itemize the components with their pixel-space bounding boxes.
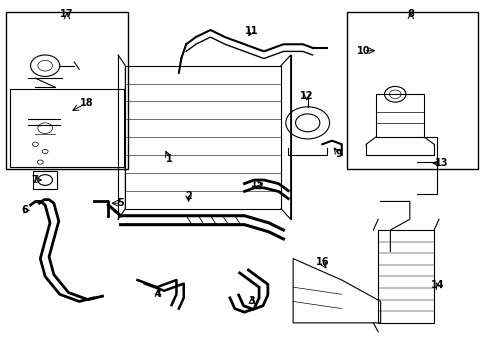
Bar <box>6 12 127 169</box>
Bar <box>377 230 433 323</box>
Bar <box>346 12 477 169</box>
Text: 1: 1 <box>165 154 172 163</box>
Text: 14: 14 <box>430 280 444 291</box>
Text: 4: 4 <box>154 289 161 298</box>
Text: 9: 9 <box>335 149 342 159</box>
Text: 3: 3 <box>248 296 255 306</box>
Text: 18: 18 <box>80 98 93 108</box>
Text: 10: 10 <box>356 46 369 56</box>
Text: 13: 13 <box>434 158 447 168</box>
Text: 16: 16 <box>315 257 328 267</box>
Text: 17: 17 <box>60 9 74 19</box>
Bar <box>375 94 424 137</box>
Bar <box>33 171 57 189</box>
Text: 15: 15 <box>250 179 264 189</box>
Text: 12: 12 <box>299 91 313 101</box>
Text: 2: 2 <box>185 191 192 201</box>
Bar <box>10 89 124 167</box>
Text: 6: 6 <box>21 205 28 215</box>
Text: 8: 8 <box>407 9 413 19</box>
Text: 7: 7 <box>31 175 38 185</box>
Text: 5: 5 <box>117 198 123 208</box>
Text: 11: 11 <box>244 26 258 36</box>
